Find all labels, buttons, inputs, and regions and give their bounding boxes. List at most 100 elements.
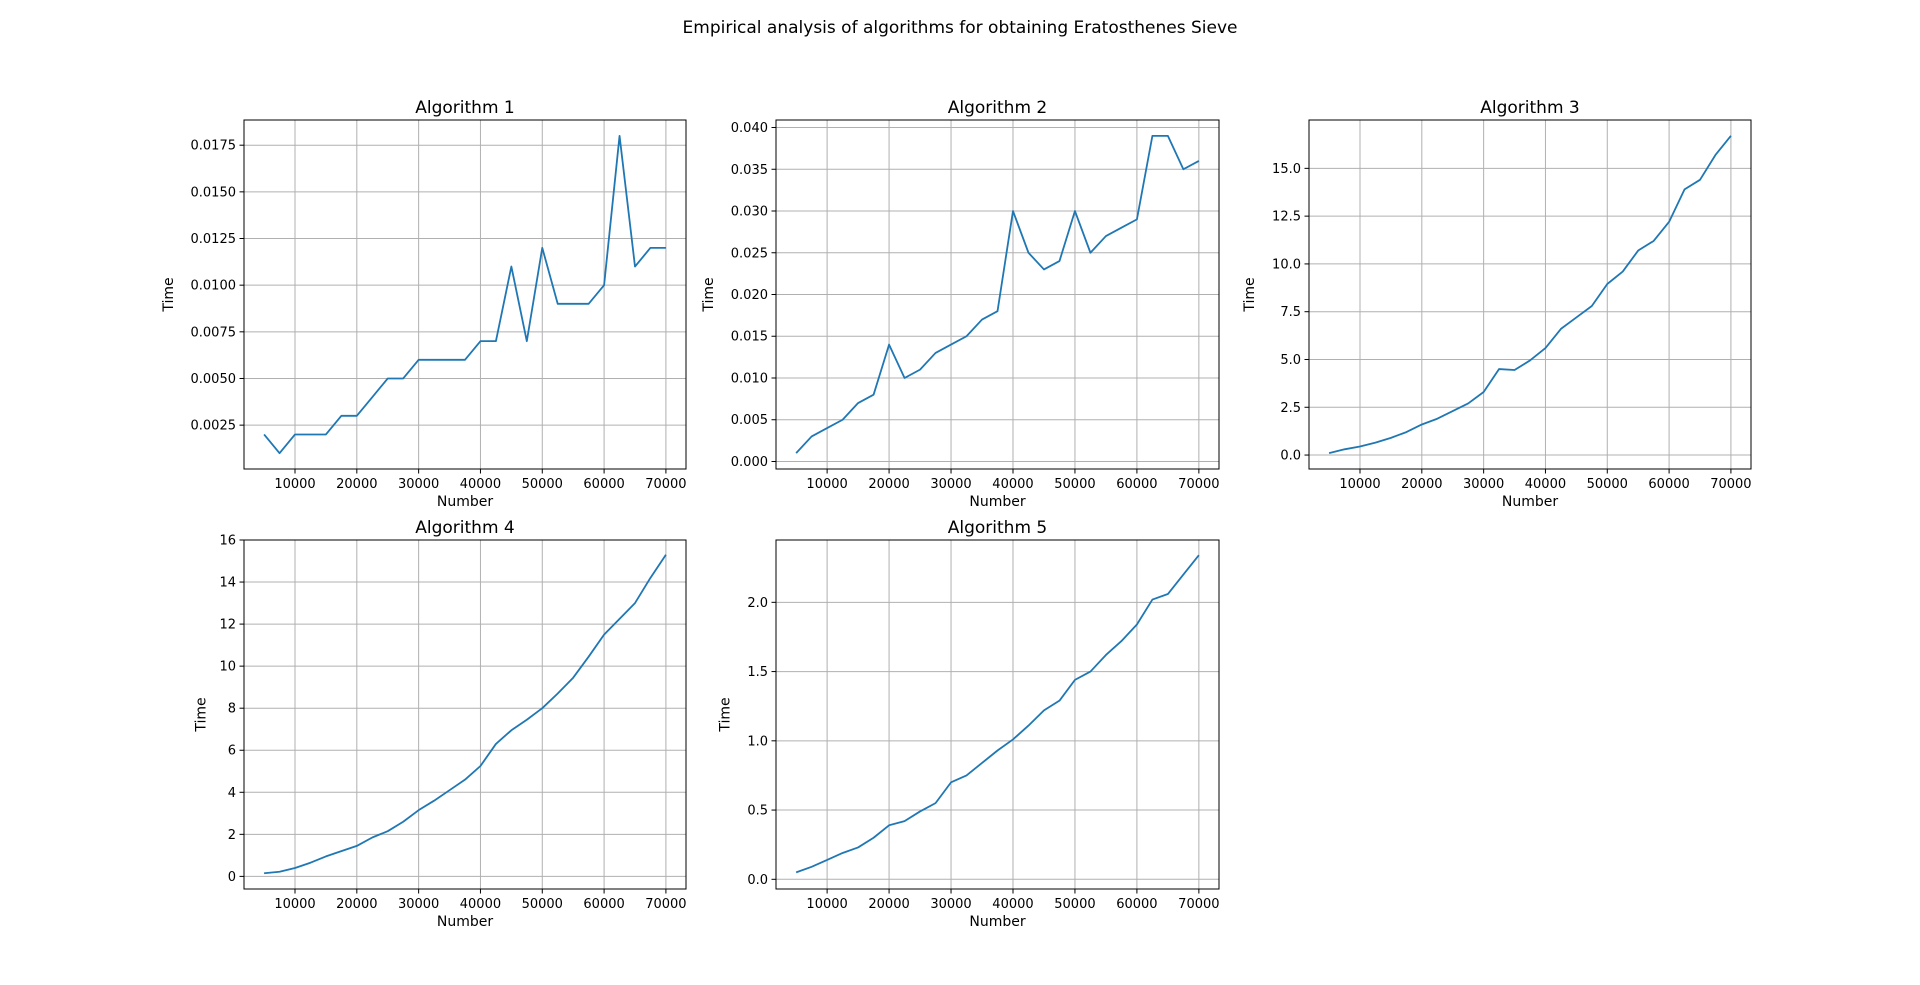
y-tick-label: 0.010: [731, 371, 768, 386]
y-tick-label: 0.0025: [191, 419, 237, 434]
x-axis-label: Number: [437, 914, 493, 930]
y-axis-label: Time: [1242, 277, 1258, 312]
y-tick-label: 0.025: [731, 246, 768, 261]
x-tick-label: 50000: [522, 897, 563, 912]
x-tick-label: 30000: [398, 897, 439, 912]
y-tick-label: 0.015: [731, 330, 768, 345]
figure-title: Empirical analysis of algorithms for obt…: [683, 18, 1238, 38]
x-tick-label: 40000: [992, 897, 1033, 912]
subplot-3: 10000 20000 30000 40000 50000 60000 70000 0.0 2.…: [1242, 98, 1751, 510]
x-tick-label: 20000: [1401, 477, 1442, 492]
x-tick-label: 70000: [1178, 477, 1219, 492]
y-tick-label: 12: [219, 618, 236, 633]
y-tick-label: 6: [228, 744, 236, 759]
y-tick-label: 10: [219, 660, 236, 675]
series-line: [263, 134, 666, 455]
x-tick-label: 20000: [868, 477, 909, 492]
subplot-5: 10000 20000 30000 40000 50000 60000 70000 0.0 0.…: [717, 518, 1219, 930]
x-tick-label: 50000: [1587, 477, 1628, 492]
x-axis-label: Number: [437, 494, 493, 510]
series-line: [264, 554, 667, 875]
y-tick-label: 1.5: [747, 665, 768, 680]
x-tick-label: 20000: [336, 897, 377, 912]
x-axis-label: Number: [969, 914, 1025, 930]
y-tick-label: 0.040: [731, 121, 768, 136]
axes-frame: [775, 539, 1220, 890]
x-tick-label: 50000: [522, 477, 563, 492]
y-tick-label: 0.030: [731, 205, 768, 220]
y-tick-label: 14: [219, 576, 236, 591]
x-tick-label: 50000: [1054, 477, 1095, 492]
y-axis-label: Time: [161, 277, 177, 312]
y-tick-label: 0.035: [731, 163, 768, 178]
subplot-title: Algorithm 4: [415, 518, 514, 538]
y-tick-label: 12.5: [1272, 210, 1301, 225]
subplot-title: Algorithm 5: [948, 518, 1047, 538]
y-tick-label: 0.0150: [191, 185, 237, 200]
x-tick-label: 60000: [583, 897, 624, 912]
axes-frame: [1308, 119, 1752, 470]
subplot-1: 10000 20000 30000 40000 50000 60000 70000 0.002…: [161, 98, 687, 510]
y-tick-label: 2.5: [1280, 401, 1301, 416]
x-tick-label: 10000: [1339, 477, 1380, 492]
x-tick-label: 70000: [645, 477, 686, 492]
y-axis-label: Time: [701, 277, 717, 312]
y-tick-label: 0: [228, 870, 236, 885]
x-tick-label: 40000: [992, 477, 1033, 492]
x-tick-label: 60000: [1116, 477, 1157, 492]
y-tick-label: 2.0: [747, 596, 768, 611]
x-tick-label: 70000: [645, 897, 686, 912]
y-tick-label: 2: [228, 828, 236, 843]
y-tick-label: 0.0: [1280, 449, 1301, 464]
series-line: [1328, 135, 1732, 455]
y-tick-label: 15.0: [1272, 162, 1301, 177]
y-tick-label: 0.0050: [191, 372, 237, 387]
x-tick-label: 10000: [274, 477, 315, 492]
axes-frame: [243, 119, 687, 470]
x-tick-label: 10000: [806, 897, 847, 912]
x-tick-label: 20000: [336, 477, 377, 492]
series-line: [795, 134, 1200, 454]
y-tick-label: 0.000: [731, 455, 768, 470]
x-tick-label: 60000: [1648, 477, 1689, 492]
y-tick-label: 0.5: [747, 804, 768, 819]
x-axis-label: Number: [1502, 494, 1558, 510]
x-tick-label: 30000: [930, 897, 971, 912]
y-tick-label: 8: [228, 702, 236, 717]
axes-frame: [243, 539, 687, 890]
x-tick-label: 10000: [806, 477, 847, 492]
y-tick-label: 5.0: [1280, 353, 1301, 368]
y-tick-label: 4: [228, 786, 236, 801]
subplot-title: Algorithm 2: [948, 98, 1047, 118]
subplot-4: 10000 20000 30000 40000 50000 60000 70000 0 2 4 6 8…: [194, 518, 687, 930]
subplot-title: Algorithm 3: [1480, 98, 1579, 118]
y-tick-label: 1.0: [747, 734, 768, 749]
y-tick-label: 0.020: [731, 288, 768, 303]
x-tick-label: 40000: [460, 477, 501, 492]
x-tick-label: 40000: [1525, 477, 1566, 492]
x-tick-label: 40000: [460, 897, 501, 912]
x-tick-label: 30000: [398, 477, 439, 492]
y-tick-label: 0.0175: [191, 139, 237, 154]
y-tick-label: 7.5: [1280, 305, 1301, 320]
y-tick-label: 0.0100: [191, 279, 237, 294]
y-axis-label: Time: [194, 697, 210, 732]
x-tick-label: 70000: [1710, 477, 1751, 492]
x-tick-label: 30000: [930, 477, 971, 492]
y-tick-label: 10.0: [1272, 257, 1301, 272]
x-tick-label: 50000: [1054, 897, 1095, 912]
y-tick-label: 0.0125: [191, 232, 237, 247]
subplots: 10000 20000 30000 40000 50000 60000 700000.002…: [161, 98, 1752, 930]
x-tick-label: 20000: [868, 897, 909, 912]
x-tick-label: 30000: [1463, 477, 1504, 492]
y-axis-label: Time: [717, 697, 733, 732]
x-tick-label: 70000: [1178, 897, 1219, 912]
x-tick-label: 60000: [1116, 897, 1157, 912]
series-line: [795, 554, 1200, 874]
x-axis-label: Number: [969, 494, 1025, 510]
y-tick-label: 0.0075: [191, 325, 237, 340]
y-tick-label: 16: [219, 534, 236, 549]
subplot-title: Algorithm 1: [415, 98, 514, 118]
